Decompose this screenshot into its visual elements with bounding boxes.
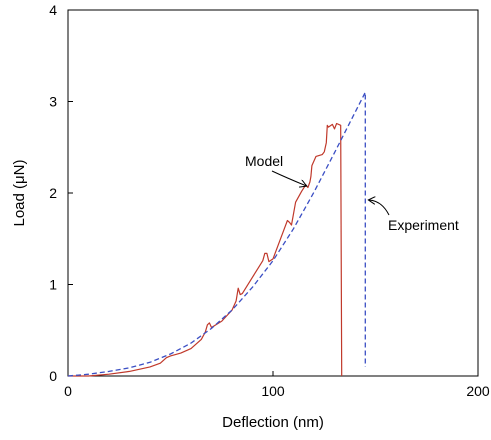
experiment-annotation-arrow: [369, 200, 390, 216]
model-annotation-label: Model: [245, 153, 283, 169]
y-tick-label: 4: [49, 2, 57, 18]
series-layer: [67, 91, 366, 377]
y-axis-ticks: 0 1 2 3 4: [49, 2, 73, 384]
x-axis-ticks: 0 100 200: [64, 371, 490, 399]
annotation-layer: Model Experiment: [245, 153, 459, 233]
x-tick-label: 200: [466, 383, 490, 399]
model-series-line: [68, 122, 343, 377]
x-axis-title: Deflection (nm): [222, 414, 324, 431]
plot-frame: [67, 9, 479, 377]
model-annotation-arrow: [271, 170, 306, 186]
y-axis-title: Load (μN): [11, 159, 28, 226]
y-tick-label: 0: [49, 368, 57, 384]
x-tick-label: 100: [261, 383, 285, 399]
y-tick-label: 1: [49, 277, 57, 293]
x-tick-label: 0: [64, 383, 72, 399]
y-tick-label: 2: [49, 185, 57, 201]
experiment-series-line: [67, 91, 366, 377]
y-tick-label: 3: [49, 94, 57, 110]
experiment-annotation-label: Experiment: [388, 217, 459, 233]
